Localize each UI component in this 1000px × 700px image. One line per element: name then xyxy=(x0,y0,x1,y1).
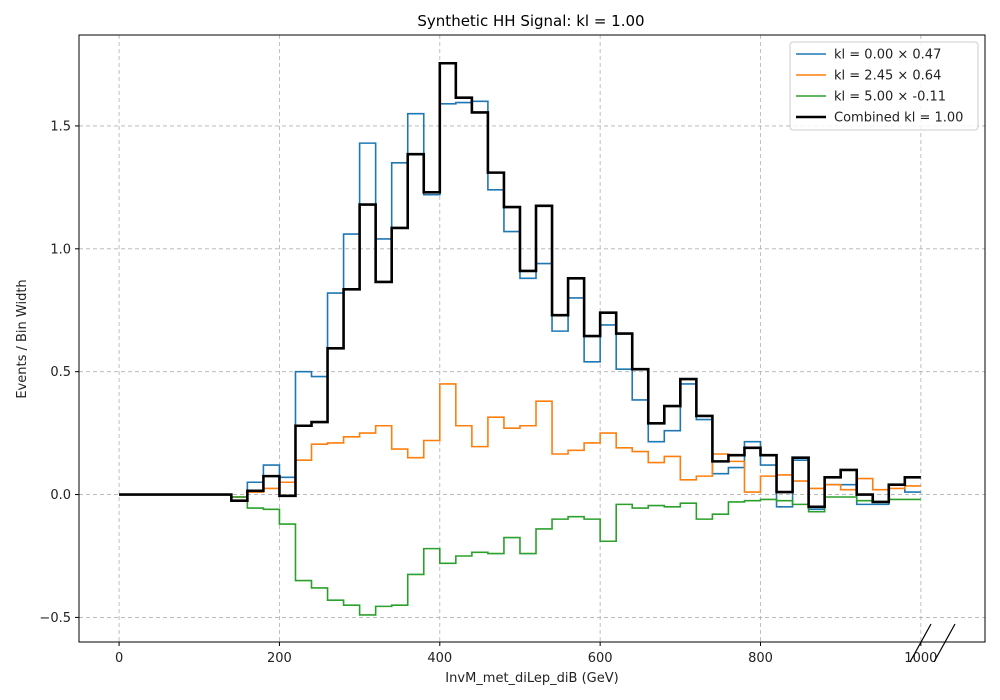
x-tick-label: 400 xyxy=(427,651,452,666)
x-tick-label: 600 xyxy=(588,651,613,666)
legend-entry: kl = 2.45 × 0.64 xyxy=(834,69,941,84)
y-tick-label: 1.5 xyxy=(50,119,71,134)
axis-break-mark xyxy=(933,623,956,663)
series-layer xyxy=(119,61,921,616)
y-tick-label: 0.0 xyxy=(50,488,71,503)
x-tick-label: 0 xyxy=(115,651,123,666)
y-axis-label: Events / Bin Width xyxy=(15,279,30,398)
ticks: 0 200 400 600 800 1000 −0.5 0.0 0.5 1.0 1.5 xyxy=(39,119,937,666)
series-line-4 xyxy=(119,61,921,509)
legend-entry: kl = 5.00 × -0.11 xyxy=(834,90,946,105)
x-tick-label: 1000 xyxy=(904,651,937,666)
y-tick-label: 0.5 xyxy=(50,365,71,380)
legend-box xyxy=(789,41,979,131)
axis-break-mark xyxy=(909,623,932,663)
plot-frame xyxy=(78,34,986,643)
legend-entry: kl = 0.00 × 0.47 xyxy=(834,48,941,63)
x-tick-label: 200 xyxy=(267,651,292,666)
series-line-2 xyxy=(119,383,921,498)
legend: kl = 0.00 × 0.47 kl = 2.45 × 0.64 kl = 5.0… xyxy=(789,41,979,131)
x-tick-label: 800 xyxy=(748,651,773,666)
series-line-1 xyxy=(119,100,921,511)
chart-title: Synthetic HH Signal: kl = 1.00 xyxy=(417,12,644,30)
legend-entry: Combined kl = 1.00 xyxy=(834,111,963,126)
series-line-3 xyxy=(119,493,921,616)
y-tick-label: −0.5 xyxy=(39,611,71,626)
y-tick-label: 1.0 xyxy=(50,242,71,257)
axis-break-marks xyxy=(909,623,956,663)
x-axis-label: InvM_met_diLep_diB (GeV) xyxy=(445,671,618,686)
